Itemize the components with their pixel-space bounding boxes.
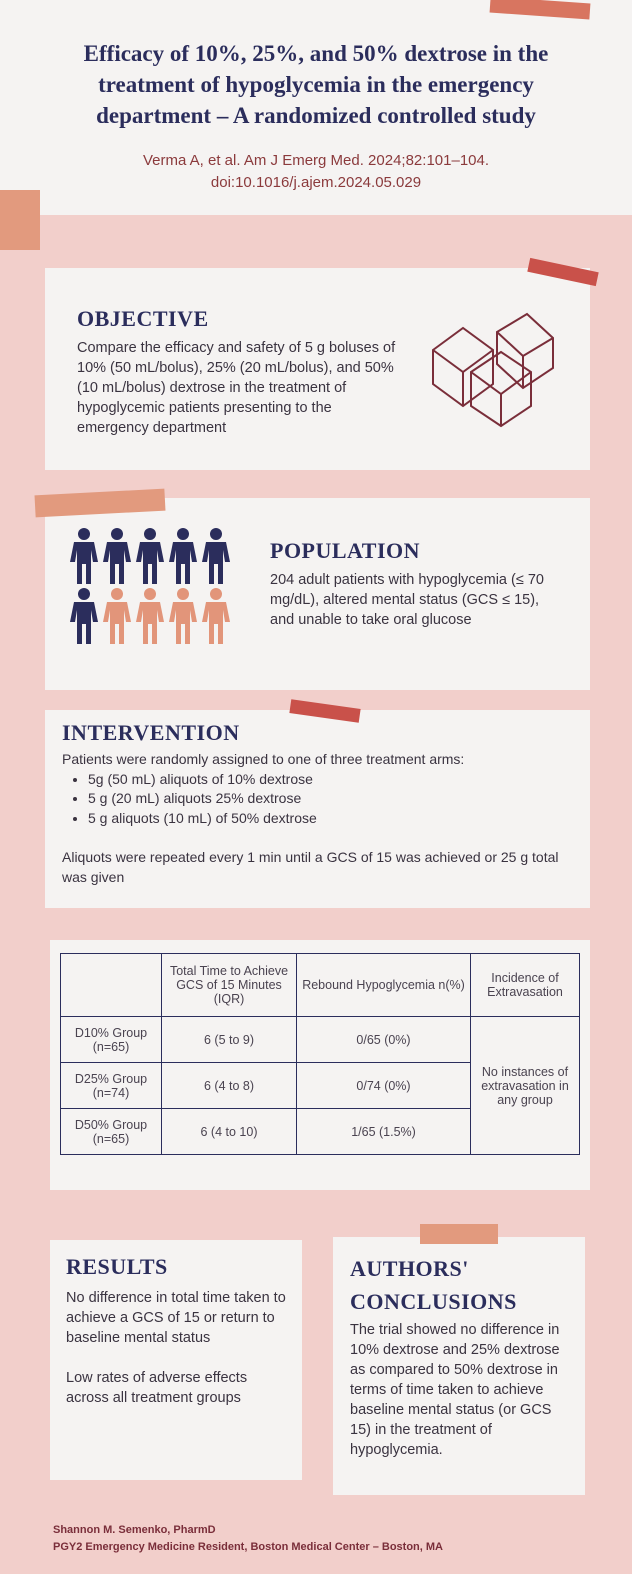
table-header: Total Time to Achieve GCS of 15 Minutes … xyxy=(161,952,297,1018)
table-cell: D25% Group (n=74) xyxy=(60,1062,162,1110)
results-paragraph: Low rates of adverse effects across all … xyxy=(66,1370,248,1406)
person xyxy=(70,588,98,644)
person xyxy=(169,588,197,644)
citation: Verma A, et al. Am J Emerg Med. 2024;82:… xyxy=(20,150,612,194)
person xyxy=(136,528,164,584)
results-panel xyxy=(50,1240,302,1480)
intervention-note: Aliquots were repeated every 1 min until… xyxy=(62,849,559,885)
intervention-bullet: 5g (50 mL) aliquots of 10% dextrose xyxy=(88,770,582,790)
table-cell: 1/65 (1.5%) xyxy=(296,1108,471,1155)
table-row: D50% Group (n=65) 6 (4 to 10) 1/65 (1.5%… xyxy=(60,1108,580,1155)
table-cell: 0/65 (0%) xyxy=(296,1016,471,1064)
person xyxy=(103,528,131,584)
table-row: D25% Group (n=74) 6 (4 to 8) 0/74 (0%) xyxy=(60,1062,580,1110)
citation-line: doi:10.1016/j.ajem.2024.05.029 xyxy=(210,174,422,191)
table-header: Rebound Hypoglycemia n(%) xyxy=(296,952,471,1018)
footer-line: PGY2 Emergency Medicine Resident, Boston… xyxy=(53,1541,443,1553)
table-cell: 6 (5 to 9) xyxy=(161,1016,297,1064)
intervention-body: Patients were randomly assigned to one o… xyxy=(62,750,582,887)
intervention-intro: Patients were randomly assigned to one o… xyxy=(62,751,465,767)
intervention-list: 5g (50 mL) aliquots of 10% dextrose5 g (… xyxy=(62,770,582,829)
table-header-row: Total Time to Achieve GCS of 15 Minutes … xyxy=(60,952,580,1018)
person xyxy=(70,528,98,584)
people-icon xyxy=(70,528,230,644)
population-panel xyxy=(45,498,590,690)
table-corner xyxy=(60,952,162,1018)
person xyxy=(202,528,230,584)
conclusions-text: The trial showed no difference in 10% de… xyxy=(350,1322,560,1458)
population-heading: POPULATION xyxy=(270,538,421,563)
table-cell: 6 (4 to 10) xyxy=(161,1108,297,1155)
objective-heading: OBJECTIVE xyxy=(77,306,209,331)
footer-line: Shannon M. Semenko, PharmD xyxy=(53,1524,216,1536)
intervention-heading: INTERVENTION xyxy=(62,720,240,745)
cube xyxy=(496,312,554,390)
person xyxy=(202,588,230,644)
cube xyxy=(432,326,494,408)
results-heading: RESULTS xyxy=(66,1254,168,1279)
intervention-bullet: 5 g aliquots (10 mL) of 50% dextrose xyxy=(88,809,582,829)
table-cell: 6 (4 to 8) xyxy=(161,1062,297,1110)
tape xyxy=(420,1224,498,1244)
person xyxy=(136,588,164,644)
conclusions-heading: AUTHORS' CONCLUSIONS xyxy=(350,1256,517,1314)
table-cell: D50% Group (n=65) xyxy=(60,1108,162,1155)
intervention-bullet: 5 g (20 mL) aliquots 25% dextrose xyxy=(88,789,582,809)
person xyxy=(169,528,197,584)
table-cell: 0/74 (0%) xyxy=(296,1062,471,1110)
objective-panel xyxy=(45,268,590,470)
results-paragraph: No difference in total time taken to ach… xyxy=(66,1290,286,1346)
table-cell: D10% Group (n=65) xyxy=(60,1016,162,1064)
results-table: Total Time to Achieve GCS of 15 Minutes … xyxy=(60,952,580,1155)
cube xyxy=(470,350,532,428)
results-body: No difference in total time taken to ach… xyxy=(66,1288,286,1408)
sugar-cubes-icon xyxy=(432,312,554,428)
table-row: D10% Group (n=65) 6 (5 to 9) 0/65 (0%) N… xyxy=(60,1016,580,1155)
footer: Shannon M. Semenko, PharmD PGY2 Emergenc… xyxy=(53,1522,443,1556)
table-header: Incidence of Extravasation xyxy=(470,952,580,1018)
title: Efficacy of 10%, 25%, and 50% dextrose i… xyxy=(83,41,549,128)
population-text: 204 adult patients with hypoglycemia (≤ … xyxy=(270,572,544,628)
person xyxy=(103,588,131,644)
intervention-panel xyxy=(45,710,590,908)
tape xyxy=(0,190,40,250)
header-panel xyxy=(0,0,632,215)
objective-text: Compare the efficacy and safety of 5 g b… xyxy=(77,340,396,436)
citation-line: Verma A, et al. Am J Emerg Med. 2024;82:… xyxy=(142,152,490,169)
table-cell: No instances of extravasation in any gro… xyxy=(470,1016,580,1155)
conclusions-panel xyxy=(333,1237,585,1495)
